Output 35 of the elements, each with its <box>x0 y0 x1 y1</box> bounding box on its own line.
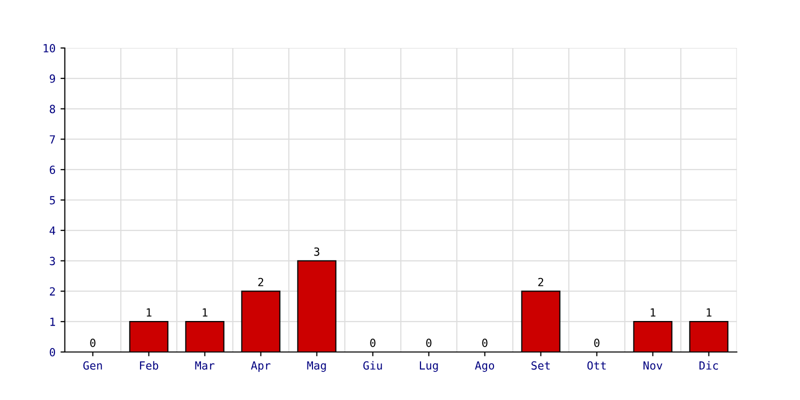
data-label: 0 <box>370 338 376 348</box>
data-label: 2 <box>538 278 544 286</box>
x-tick-label: Mar <box>195 361 214 370</box>
y-tick-label: 10 <box>44 44 56 52</box>
data-label: 3 <box>314 247 320 256</box>
data-label: 1 <box>706 308 712 317</box>
data-label: 1 <box>650 308 656 317</box>
x-tick-label: Ago <box>474 361 494 372</box>
y-tick-label: 9 <box>50 74 56 83</box>
x-tick-label: Giu <box>363 361 382 370</box>
x-tick-label: Dic <box>700 361 718 370</box>
y-tick-label: 5 <box>50 196 55 204</box>
y-tick-label: 4 <box>50 226 56 235</box>
x-tick-label: Ott <box>587 361 606 370</box>
y-tick-label: 8 <box>50 104 56 114</box>
y-tick-label: 3 <box>50 256 55 266</box>
y-tick-label: 0 <box>50 348 56 356</box>
data-label: 1 <box>202 308 208 317</box>
data-label: 0 <box>90 338 96 348</box>
x-tick-label: Nov <box>644 361 662 370</box>
data-label: 1 <box>146 308 152 317</box>
x-tick-label: Lug <box>420 361 438 372</box>
x-tick-label: Set <box>532 361 550 370</box>
data-label: 0 <box>426 338 432 348</box>
y-tick-label: 6 <box>50 166 56 174</box>
x-tick-label: Apr <box>250 361 270 372</box>
y-tick-label: 1 <box>50 318 56 326</box>
data-label: 2 <box>258 278 264 286</box>
data-label: 0 <box>594 338 600 348</box>
x-tick-label: Feb <box>140 361 158 370</box>
y-tick-label: 7 <box>50 135 55 144</box>
y-tick-label: 2 <box>50 287 55 296</box>
x-tick-label: Mag <box>307 361 326 372</box>
data-label: 0 <box>482 338 488 348</box>
x-tick-label: Gen <box>83 361 102 370</box>
